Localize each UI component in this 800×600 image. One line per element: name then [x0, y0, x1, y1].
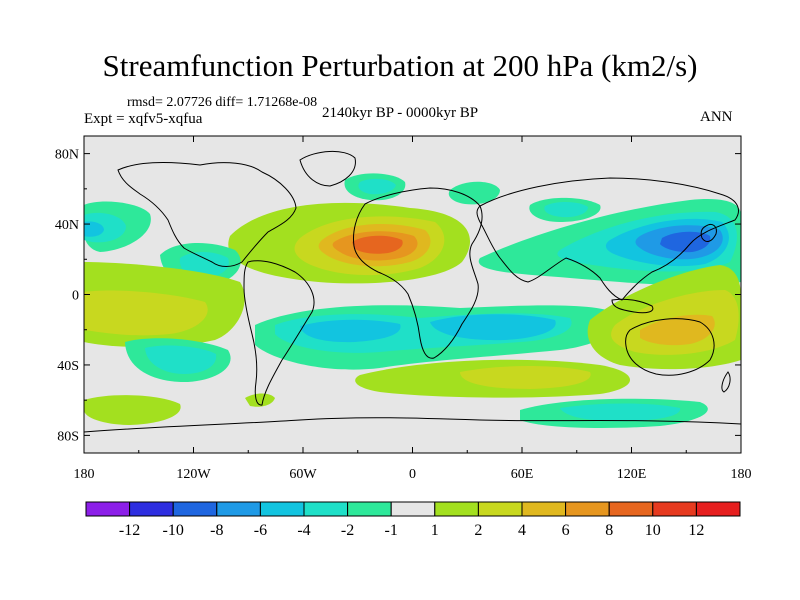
colorbar-swatch: [259, 501, 305, 517]
coastline-greenland: [299, 151, 356, 187]
coastline-indonesia: [611, 298, 654, 314]
colorbar-label: -2: [341, 522, 354, 539]
x-tick-label: 120E: [617, 467, 647, 482]
colorbar-label: 10: [645, 522, 661, 539]
colorbar-label: -6: [254, 522, 267, 539]
colorbar-swatch: [347, 501, 392, 517]
axes: 180 120W 60W 0 60E 120E 180 80N 40N 0 40S 80S: [55, 136, 752, 482]
contour-negative-satl-3: [300, 319, 401, 343]
colorbar-swatch: [565, 501, 610, 517]
contour-negative-npac-3: [84, 221, 104, 237]
colorbar-swatch: [652, 501, 697, 517]
chart-title: Streamfunction Perturbation at 200 hPa (…: [102, 48, 698, 83]
colorbar-label: 2: [474, 522, 482, 539]
colorbar-swatch: [85, 501, 131, 517]
y-tick-label: 80N: [55, 148, 79, 163]
contour-negative-sind: [430, 314, 556, 341]
colorbar-label: -1: [385, 522, 398, 539]
colorbar-label: 1: [431, 522, 439, 539]
colorbar-swatch: [434, 501, 479, 517]
colorbar-label: 12: [688, 522, 704, 539]
contour-positive-spac-2: [84, 290, 208, 336]
coastline-north-america: [117, 162, 297, 267]
coastline-south-america: [243, 260, 315, 406]
contour-positive-aus-4: [640, 314, 715, 346]
contour-negative-far-south-2: [560, 403, 681, 422]
x-tick-label: 60W: [289, 467, 317, 482]
contour-positive-far-south-m: [245, 393, 275, 407]
colorbar-label: 4: [518, 522, 526, 539]
contour-positive-8: [352, 235, 403, 254]
colorbar-label: -8: [210, 522, 223, 539]
x-tick-label: 180: [731, 467, 752, 482]
colorbar-label: 6: [562, 522, 570, 539]
season-label: ANN: [700, 109, 733, 125]
coastline-asia: [476, 177, 739, 301]
colorbar: -12 -10 -8 -6 -4 -2 -1 1 2 4 6 8 10 12: [85, 501, 741, 539]
y-tick-label: 40S: [57, 359, 79, 374]
stats-label: rmsd= 2.07726 diff= 1.71268e-08: [127, 95, 318, 110]
coastline-africa-europe: [353, 187, 483, 359]
contour-field: [84, 173, 741, 428]
contour-negative-europe: [448, 181, 500, 205]
y-tick-label: 80S: [57, 429, 79, 444]
coastlines: [84, 151, 741, 433]
x-tick-label: 0: [409, 467, 416, 482]
colorbar-label: -4: [297, 522, 310, 539]
y-tick-label: 0: [72, 289, 79, 304]
colorbar-label: -10: [163, 522, 184, 539]
colorbar-swatch: [216, 501, 261, 517]
colorbar-swatch: [608, 501, 654, 517]
contour-negative-arctic-2: [358, 178, 396, 195]
contour-negative-spac-low-2: [145, 345, 217, 374]
coastline-antarctica: [84, 417, 741, 433]
x-tick-label: 60E: [511, 467, 534, 482]
contour-positive-socean-2: [460, 366, 591, 389]
coastline-new-zealand: [721, 371, 731, 393]
colorbar-swatch: [521, 501, 567, 517]
period-label: 2140kyr BP - 0000kyr BP: [322, 105, 479, 121]
experiment-label: Expt = xqfv5-xqfua: [84, 111, 203, 127]
y-tick-label: 40N: [55, 218, 79, 233]
colorbar-swatch: [695, 501, 741, 517]
colorbar-label: 8: [605, 522, 613, 539]
x-tick-label: 120W: [176, 467, 211, 482]
colorbar-label: -12: [119, 522, 140, 539]
contour-negative-asia-2: [544, 201, 588, 218]
colorbar-swatch: [477, 501, 523, 517]
colorbar-swatch: [172, 501, 218, 517]
coastline-japan: [700, 223, 717, 242]
colorbar-swatch: [129, 501, 174, 517]
coastline-australia: [625, 318, 715, 376]
colorbar-swatch: [390, 501, 436, 517]
x-tick-label: 180: [74, 467, 95, 482]
colorbar-swatch: [303, 501, 349, 517]
contour-positive-far-south-w: [84, 395, 181, 425]
